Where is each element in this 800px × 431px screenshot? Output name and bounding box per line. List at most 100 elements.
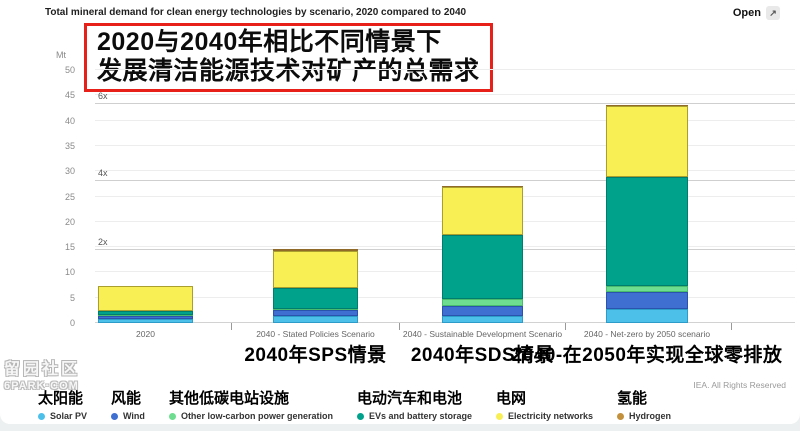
gridline-50: [95, 69, 795, 70]
bar-segment-solar-pv[interactable]: [273, 316, 358, 323]
bar-segment-other-low-carbon-power-generation[interactable]: [273, 308, 358, 311]
x-axis-tick-1: [399, 323, 400, 330]
bar-segment-electricity-networks[interactable]: [273, 250, 358, 288]
stacked-bar-2040-stated-policies-scenario[interactable]: [273, 249, 358, 323]
bar-segment-solar-pv[interactable]: [606, 308, 688, 323]
y-tick-label-30: 30: [64, 166, 75, 177]
bar-segment-wind[interactable]: [606, 291, 688, 309]
copyright-credit: IEA. All Rights Reserved: [693, 380, 786, 390]
y-tick-label-15: 15: [64, 242, 75, 253]
y-tick-label-45: 45: [64, 90, 75, 101]
x-axis-tick-0: [231, 323, 232, 330]
legend-dot-evs-and-battery-storage: [356, 412, 364, 420]
y-axis-unit-label: Mt: [56, 50, 66, 60]
bar-segment-other-low-carbon-power-generation[interactable]: [98, 314, 193, 316]
x-axis-tick-3: [731, 323, 732, 330]
legend-label-cn-evs-and-battery-storage: 电动汽车和电池: [356, 390, 462, 407]
bar-segment-hydrogen[interactable]: [273, 249, 358, 251]
legend-row-evs-and-battery-storage: EVs and battery storage: [356, 411, 472, 421]
y-tick-label-0: 0: [69, 318, 75, 328]
reference-line-label-2x: 2x: [98, 237, 108, 248]
x-axis-label-2040-stated-policies-scenario: 2040 - Stated Policies Scenario: [256, 329, 375, 339]
stacked-bar-2040-sustainable-development-scenario[interactable]: [442, 185, 523, 323]
bar-segment-evs-and-battery-storage[interactable]: [606, 176, 688, 286]
legend-dot-electricity-networks: [496, 412, 503, 420]
bar-segment-solar-pv[interactable]: [98, 318, 193, 323]
bar-segment-evs-and-battery-storage[interactable]: [442, 235, 523, 300]
legend-item-evs-and-battery-storage[interactable]: 电动汽车和电池 EVs and battery storage: [356, 387, 472, 421]
y-tick-label-40: 40: [64, 115, 75, 126]
x-axis-label-2020: 2020: [136, 329, 155, 339]
bar-segment-evs-and-battery-storage[interactable]: [273, 287, 358, 309]
x-axis-label-2040-net-zero-by-2050-scenario: 2040 - Net-zero by 2050 scenario: [583, 329, 711, 339]
watermark-line2: 6PARK·COM: [4, 380, 79, 392]
watermark-line1: 留园社区: [4, 361, 81, 378]
y-tick-label-25: 25: [64, 191, 75, 202]
legend-dot-other-low-carbon-power-generation: [168, 412, 176, 420]
bar-segment-electricity-networks[interactable]: [442, 186, 523, 235]
x-axis-label-2040-sustainable-development-scenario: 2040 - Sustainable Development Scenario: [402, 329, 563, 339]
bar-segment-electricity-networks[interactable]: [98, 286, 193, 311]
bar-segment-solar-pv[interactable]: [442, 315, 523, 323]
page-title-line1: 2020与2040年相比不同情景下: [97, 28, 442, 56]
gridline-45: [95, 94, 795, 96]
gridline-30: [95, 170, 795, 172]
x-axis-label-cn-2040-net-zero-by-2050-scenario: 2040-在2050年实现全球零排放: [511, 345, 783, 366]
bar-segment-wind[interactable]: [98, 315, 193, 319]
legend-item-solar-pv[interactable]: 太阳能 Solar PV: [38, 387, 87, 421]
bar-segment-evs-and-battery-storage[interactable]: [98, 311, 193, 315]
reference-line-label-6x: 6x: [98, 91, 108, 102]
page-title-line2: 发展清洁能源技术对矿产的总需求: [97, 57, 480, 85]
bar-segment-hydrogen[interactable]: [606, 104, 688, 107]
open-link-label: Open: [732, 7, 761, 19]
gridline-40: [95, 119, 795, 121]
legend-label-cn-other-low-carbon-power-generation: 其他低碳电站设施: [168, 390, 289, 407]
legend-label-cn-solar-pv: 太阳能: [38, 390, 84, 407]
legend: 太阳能 Solar PV 风能 Wind 其他低碳电站设施 Other low-carbo…: [38, 387, 792, 421]
external-link-icon: ↗: [766, 6, 780, 20]
bar-segment-wind[interactable]: [442, 305, 523, 316]
legend-label-other-low-carbon-power-generation: Other low-carbon power generation: [180, 411, 333, 421]
gridline-35: [95, 144, 795, 146]
legend-label-solar-pv: Solar PV: [50, 411, 88, 421]
legend-row-solar-pv: Solar PV: [38, 411, 87, 421]
legend-row-electricity-networks: Electricity networks: [496, 411, 593, 421]
chart-subtitle: Total mineral demand for clean energy te…: [45, 7, 467, 18]
x-axis-label-cn-2040-sustainable-development-scenario: 2040年SDS情景: [410, 345, 555, 366]
open-link[interactable]: Open ↗: [733, 6, 780, 20]
legend-item-hydrogen[interactable]: 氢能 Hydrogen: [617, 387, 671, 421]
y-tick-label-10: 10: [64, 267, 75, 278]
reference-line-6x: [95, 103, 795, 105]
bar-segment-other-low-carbon-power-generation[interactable]: [606, 285, 688, 292]
x-axis-label-cn-2040-stated-policies-scenario: 2040年SPS情景: [244, 345, 387, 366]
bar-segment-electricity-networks[interactable]: [606, 106, 688, 177]
reference-line-4x: [95, 180, 795, 182]
bar-segment-wind[interactable]: [273, 310, 358, 317]
legend-dot-hydrogen: [617, 412, 625, 420]
legend-item-wind[interactable]: 风能 Wind: [111, 387, 145, 421]
reference-line-label-4x: 4x: [98, 168, 108, 179]
legend-dot-solar-pv: [38, 412, 45, 420]
legend-label-wind: Wind: [123, 411, 145, 421]
y-tick-label-5: 5: [69, 292, 75, 303]
legend-item-other-low-carbon-power-generation[interactable]: 其他低碳电站设施 Other low-carbon power generatio…: [168, 387, 333, 421]
bar-segment-hydrogen[interactable]: [442, 185, 523, 187]
y-axis-labels: 0 5 10 15 20 25 30 35 40 45 50: [30, 65, 75, 328]
legend-label-cn-wind: 风能: [111, 390, 142, 407]
bar-segment-other-low-carbon-power-generation[interactable]: [442, 299, 523, 306]
x-axis-tick-2: [565, 323, 566, 330]
legend-label-hydrogen: Hydrogen: [629, 411, 672, 421]
legend-label-evs-and-battery-storage: EVs and battery storage: [368, 411, 472, 421]
legend-label-cn-hydrogen: 氢能: [617, 390, 648, 407]
legend-row-other-low-carbon-power-generation: Other low-carbon power generation: [168, 411, 333, 421]
stacked-bar-2020[interactable]: [98, 286, 193, 323]
title-box: 2020与2040年相比不同情景下 发展清洁能源技术对矿产的总需求: [84, 23, 493, 92]
legend-row-wind: Wind: [111, 411, 145, 421]
legend-item-electricity-networks[interactable]: 电网 Electricity networks: [496, 387, 593, 421]
y-tick-label-35: 35: [64, 140, 75, 151]
legend-row-hydrogen: Hydrogen: [617, 411, 671, 421]
stacked-bar-2040-net-zero-by-2050-scenario[interactable]: [606, 104, 688, 323]
chart-plot: 2x 4x 6x 2020 2040 - Stated Policies Scenari…: [95, 69, 795, 366]
y-tick-label-20: 20: [64, 216, 75, 227]
